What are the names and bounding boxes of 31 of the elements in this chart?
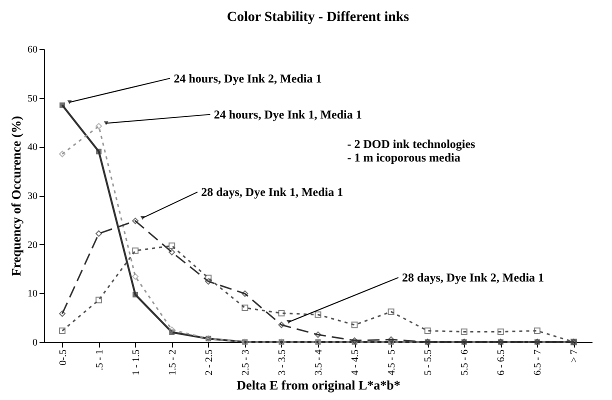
- annotation: - 2 DOD ink technologies: [347, 137, 476, 152]
- x-tick-label: 1.5 - 2: [167, 350, 178, 376]
- chart-title: Color Stability - Different inks: [226, 10, 410, 25]
- x-tick-label: 4 - 4.5: [350, 350, 362, 376]
- x-tick-label: 3.5 - 4: [314, 350, 324, 376]
- y-tick-label: 50: [28, 93, 38, 104]
- annotation: 28 days, Dye Ink 1, Media 1: [201, 185, 344, 200]
- x-tick-label: 5.5 - 6: [460, 350, 471, 376]
- x-tick-label: > 7: [569, 350, 580, 363]
- annotation: - 1 m icoporous media: [347, 150, 460, 164]
- x-tick-label: .5 - 1: [94, 350, 106, 370]
- x-tick-label: 1 - 1.5: [130, 350, 142, 376]
- x-tick-label: 2.5 - 3: [240, 350, 252, 376]
- y-tick-label: 30: [28, 191, 38, 202]
- annotation: 28 days, Dye Ink 2, Media 1: [402, 270, 544, 285]
- y-tick-label: 10: [28, 288, 38, 300]
- x-tick-label: 5 - 5.5: [423, 350, 434, 376]
- x-axis-title: Delta E from original L*a*b*: [236, 377, 400, 392]
- y-tick-label: 40: [28, 142, 38, 154]
- annotation: 24 hours, Dye Ink 2, Media 1: [174, 71, 322, 86]
- x-tick-label: 4.5 - 5: [386, 350, 398, 376]
- y-tick-label: 0: [32, 338, 38, 348]
- x-tick-label: 6 - 6.5: [496, 350, 508, 376]
- x-tick-label: 6.5 - 7: [532, 350, 544, 376]
- x-tick-label: 3 - 3.5: [276, 350, 288, 376]
- annotation: 24 hours, Dye Ink 1, Media 1: [214, 107, 362, 122]
- x-tick-label: 2 - 2.5: [204, 350, 215, 376]
- y-tick-label: 20: [28, 240, 38, 251]
- y-axis-title: Frequency of Occurence (%): [8, 116, 24, 276]
- y-tick-label: 60: [28, 44, 38, 56]
- x-tick-label: 0-.5: [58, 350, 69, 366]
